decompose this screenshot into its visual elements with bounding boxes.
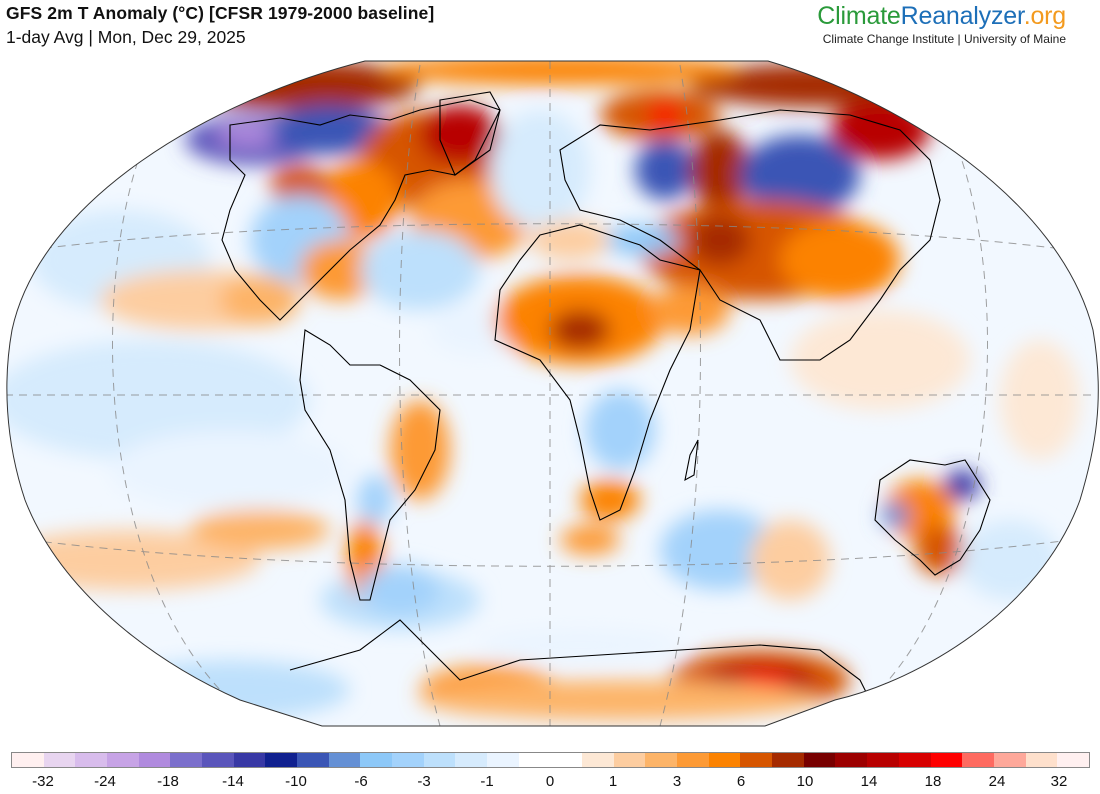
brand-reanalyzer: Reanalyzer [900, 2, 1024, 30]
colorbar-segment [12, 753, 44, 767]
colorbar-segment [772, 753, 804, 767]
colorbar-tick-label: -6 [354, 773, 368, 790]
colorbar-segment [392, 753, 424, 767]
colorbar-segment [582, 753, 614, 767]
colorbar-segment [297, 753, 329, 767]
colorbar-segment [962, 753, 994, 767]
colorbar-labels: -32 -24 -18 -14 -10 -6 -3 -1 0 1 3 6 10 14 18 24 32 [0, 773, 1100, 793]
colorbar-segment [455, 753, 488, 767]
brand-tagline: Climate Change Institute | University of… [822, 32, 1066, 46]
colorbar-tick-label: 3 [672, 773, 682, 790]
brand-org: .org [1023, 2, 1066, 30]
colorbar-segment [43, 753, 76, 767]
colorbar-segment [677, 753, 709, 767]
colorbar-segment [930, 753, 963, 767]
colorbar-tick-label: -14 [222, 773, 244, 790]
colorbar-segment [708, 753, 741, 767]
colorbar-segment [867, 753, 899, 767]
colorbar-tick-label: -1 [480, 773, 494, 790]
colorbar-segment [487, 753, 519, 767]
colorbar-segment [740, 753, 773, 767]
colorbar-segment [645, 753, 678, 767]
brand-climate: Climate [817, 2, 901, 30]
colorbar-tick-label: -18 [157, 773, 179, 790]
colorbar-segment [993, 753, 1026, 767]
colorbar-segment [423, 753, 456, 767]
colorbar-segment [202, 753, 234, 767]
colorbar-segment [233, 753, 266, 767]
colorbar-tick-label: -32 [32, 773, 54, 790]
coastlines [221, 91, 991, 701]
colorbar-tick-label: 18 [924, 773, 942, 790]
colorbar-segment [803, 753, 836, 767]
colorbar-segment [898, 753, 931, 767]
colorbar-tick-label: -3 [417, 773, 431, 790]
colorbar-tick-label: 6 [736, 773, 746, 790]
colorbar-tick-label: 10 [796, 773, 814, 790]
colorbar-segment [613, 753, 646, 767]
colorbar-segment [75, 753, 108, 767]
colorbar-tick-label: 1 [608, 773, 618, 790]
colorbar-segment [138, 753, 171, 767]
colorbar-segment [1025, 753, 1058, 767]
colorbar-segment [328, 753, 361, 767]
map-boundary [6, 60, 1099, 727]
colorbar-segment [107, 753, 139, 767]
colorbar-segment [1057, 753, 1089, 767]
map-field [6, 61, 1099, 726]
colorbar [11, 752, 1090, 768]
colorbar-tick-label: 0 [545, 773, 555, 790]
colorbar-segment [170, 753, 203, 767]
map-subtitle: 1-day Avg | Mon, Dec 29, 2025 [6, 27, 246, 47]
colorbar-segment [265, 753, 298, 767]
anomaly-map [6, 60, 1099, 727]
colorbar-tick-label: 24 [988, 773, 1006, 790]
colorbar-tick-label: -10 [285, 773, 307, 790]
colorbar-tick-label: 32 [1050, 773, 1068, 790]
colorbar-segment [518, 753, 583, 767]
colorbar-tick-label: 14 [860, 773, 878, 790]
brand-logo[interactable]: ClimateReanalyzer.org [817, 2, 1066, 31]
colorbar-tick-label: -24 [94, 773, 116, 790]
colorbar-segment [360, 753, 393, 767]
map-title: GFS 2m T Anomaly (°C) [CFSR 1979-2000 ba… [6, 3, 435, 23]
colorbar-segment [835, 753, 868, 767]
